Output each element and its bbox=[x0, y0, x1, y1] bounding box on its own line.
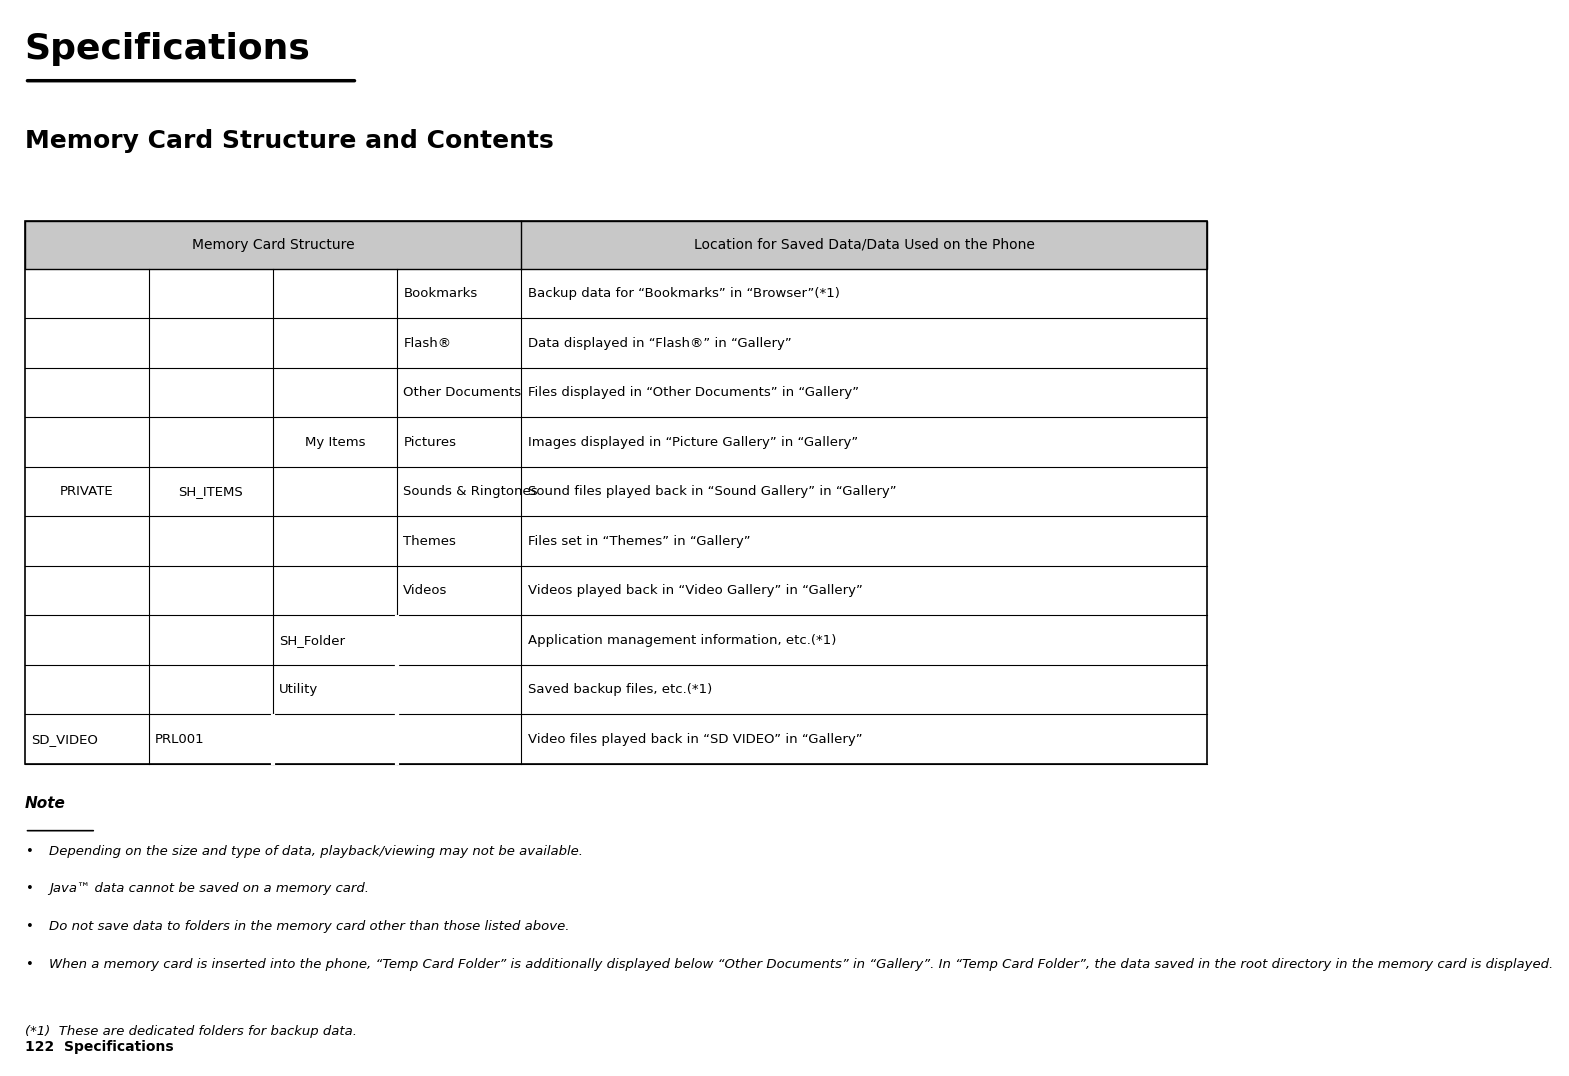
Text: Memory Card Structure: Memory Card Structure bbox=[191, 238, 355, 252]
Text: Videos played back in “Video Gallery” in “Gallery”: Videos played back in “Video Gallery” in… bbox=[527, 584, 863, 597]
Bar bbox=[25, 221, 1208, 764]
Text: Location for Saved Data/Data Used on the Phone: Location for Saved Data/Data Used on the… bbox=[693, 238, 1036, 252]
Text: Bookmarks: Bookmarks bbox=[403, 287, 477, 300]
Text: Files set in “Themes” in “Gallery”: Files set in “Themes” in “Gallery” bbox=[527, 535, 750, 548]
Text: Images displayed in “Picture Gallery” in “Gallery”: Images displayed in “Picture Gallery” in… bbox=[527, 436, 858, 449]
Text: Videos: Videos bbox=[403, 584, 447, 597]
Text: My Items: My Items bbox=[304, 436, 366, 449]
Text: Utility: Utility bbox=[279, 683, 319, 696]
Text: When a memory card is inserted into the phone, “Temp Card Folder” is additionall: When a memory card is inserted into the … bbox=[49, 958, 1553, 971]
Text: Saved backup files, etc.(*1): Saved backup files, etc.(*1) bbox=[527, 683, 712, 696]
Text: Note: Note bbox=[25, 796, 66, 811]
Text: (*1)  These are dedicated folders for backup data.: (*1) These are dedicated folders for bac… bbox=[25, 1025, 356, 1038]
Text: Flash®: Flash® bbox=[403, 337, 452, 350]
Text: Other Documents: Other Documents bbox=[403, 386, 521, 399]
Text: Sound files played back in “Sound Gallery” in “Gallery”: Sound files played back in “Sound Galler… bbox=[527, 485, 896, 498]
Text: Themes: Themes bbox=[403, 535, 457, 548]
Text: •: • bbox=[25, 845, 33, 858]
Text: Files displayed in “Other Documents” in “Gallery”: Files displayed in “Other Documents” in … bbox=[527, 386, 858, 399]
Text: Sounds & Ringtones: Sounds & Ringtones bbox=[403, 485, 538, 498]
Text: SH_Folder: SH_Folder bbox=[279, 634, 345, 647]
Text: Video files played back in “SD VIDEO” in “Gallery”: Video files played back in “SD VIDEO” in… bbox=[527, 733, 863, 746]
Bar bbox=[25, 221, 1208, 269]
Text: Data displayed in “Flash®” in “Gallery”: Data displayed in “Flash®” in “Gallery” bbox=[527, 337, 791, 350]
Text: Java™ data cannot be saved on a memory card.: Java™ data cannot be saved on a memory c… bbox=[49, 882, 369, 895]
Text: 122  Specifications: 122 Specifications bbox=[25, 1040, 173, 1054]
Text: SD_VIDEO: SD_VIDEO bbox=[31, 733, 97, 746]
Text: Specifications: Specifications bbox=[25, 32, 311, 67]
Text: •: • bbox=[25, 882, 33, 895]
Text: Pictures: Pictures bbox=[403, 436, 457, 449]
Text: SH_ITEMS: SH_ITEMS bbox=[179, 485, 243, 498]
Text: Application management information, etc.(*1): Application management information, etc.… bbox=[527, 634, 836, 647]
Text: PRL001: PRL001 bbox=[155, 733, 204, 746]
Text: PRIVATE: PRIVATE bbox=[60, 485, 113, 498]
Bar bbox=[25, 221, 1208, 269]
Text: Backup data for “Bookmarks” in “Browser”(*1): Backup data for “Bookmarks” in “Browser”… bbox=[527, 287, 839, 300]
Text: •: • bbox=[25, 958, 33, 971]
Text: •: • bbox=[25, 920, 33, 933]
Text: Depending on the size and type of data, playback/viewing may not be available.: Depending on the size and type of data, … bbox=[49, 845, 584, 858]
Text: Memory Card Structure and Contents: Memory Card Structure and Contents bbox=[25, 129, 554, 153]
Text: Do not save data to folders in the memory card other than those listed above.: Do not save data to folders in the memor… bbox=[49, 920, 570, 933]
